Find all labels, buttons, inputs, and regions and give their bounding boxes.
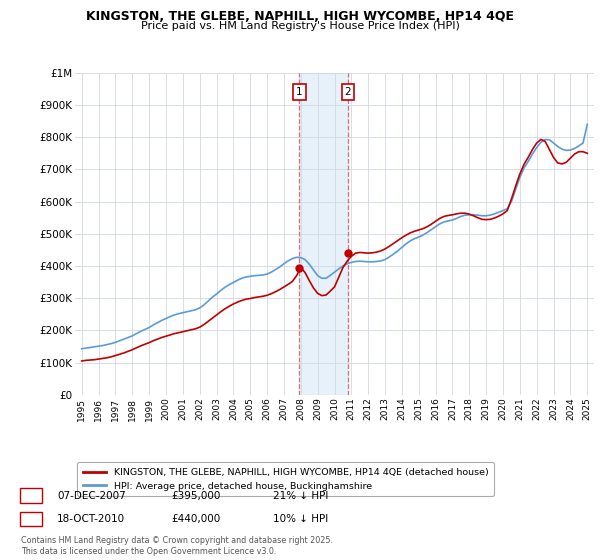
Bar: [299, 73, 348, 395]
Text: £440,000: £440,000: [171, 514, 220, 524]
Text: Price paid vs. HM Land Registry's House Price Index (HPI): Price paid vs. HM Land Registry's House …: [140, 21, 460, 31]
Text: 2: 2: [28, 514, 34, 524]
Text: 1: 1: [296, 87, 303, 97]
Text: 18-OCT-2010: 18-OCT-2010: [57, 514, 125, 524]
Text: 21% ↓ HPI: 21% ↓ HPI: [273, 491, 328, 501]
Text: 2: 2: [344, 87, 351, 97]
Text: £395,000: £395,000: [171, 491, 220, 501]
Text: 10% ↓ HPI: 10% ↓ HPI: [273, 514, 328, 524]
Text: 07-DEC-2007: 07-DEC-2007: [57, 491, 126, 501]
Text: 1: 1: [28, 491, 34, 501]
Text: Contains HM Land Registry data © Crown copyright and database right 2025.
This d: Contains HM Land Registry data © Crown c…: [21, 536, 333, 556]
Legend: KINGSTON, THE GLEBE, NAPHILL, HIGH WYCOMBE, HP14 4QE (detached house), HPI: Aver: KINGSTON, THE GLEBE, NAPHILL, HIGH WYCOM…: [77, 463, 494, 496]
Text: KINGSTON, THE GLEBE, NAPHILL, HIGH WYCOMBE, HP14 4QE: KINGSTON, THE GLEBE, NAPHILL, HIGH WYCOM…: [86, 10, 514, 23]
